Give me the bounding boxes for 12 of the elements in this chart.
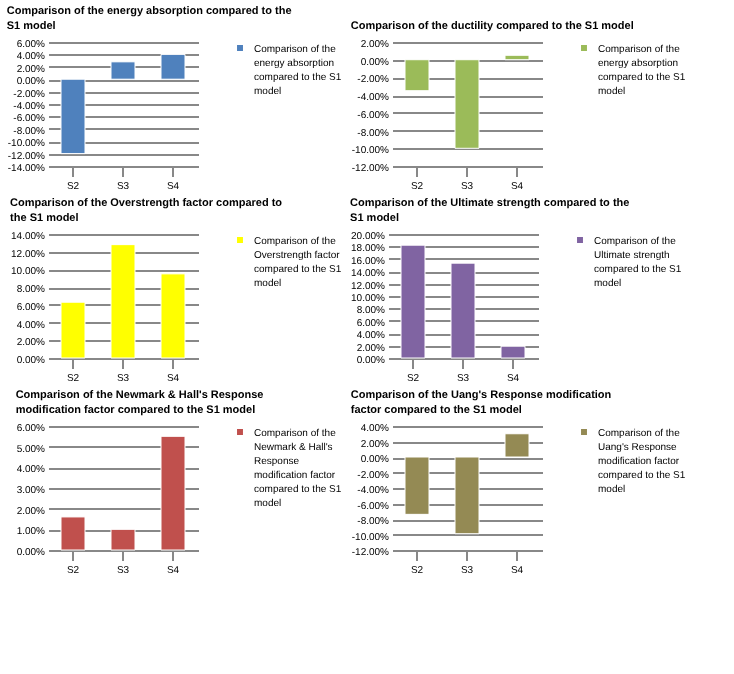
bar xyxy=(60,78,86,155)
bar xyxy=(400,244,426,359)
bar xyxy=(110,61,136,80)
bar xyxy=(60,516,86,551)
bar xyxy=(160,53,186,80)
bar xyxy=(160,273,186,359)
bar xyxy=(450,262,476,359)
bar xyxy=(60,301,86,359)
bar xyxy=(110,528,136,551)
bar xyxy=(160,435,186,551)
bar xyxy=(500,345,526,359)
bar xyxy=(110,244,136,359)
